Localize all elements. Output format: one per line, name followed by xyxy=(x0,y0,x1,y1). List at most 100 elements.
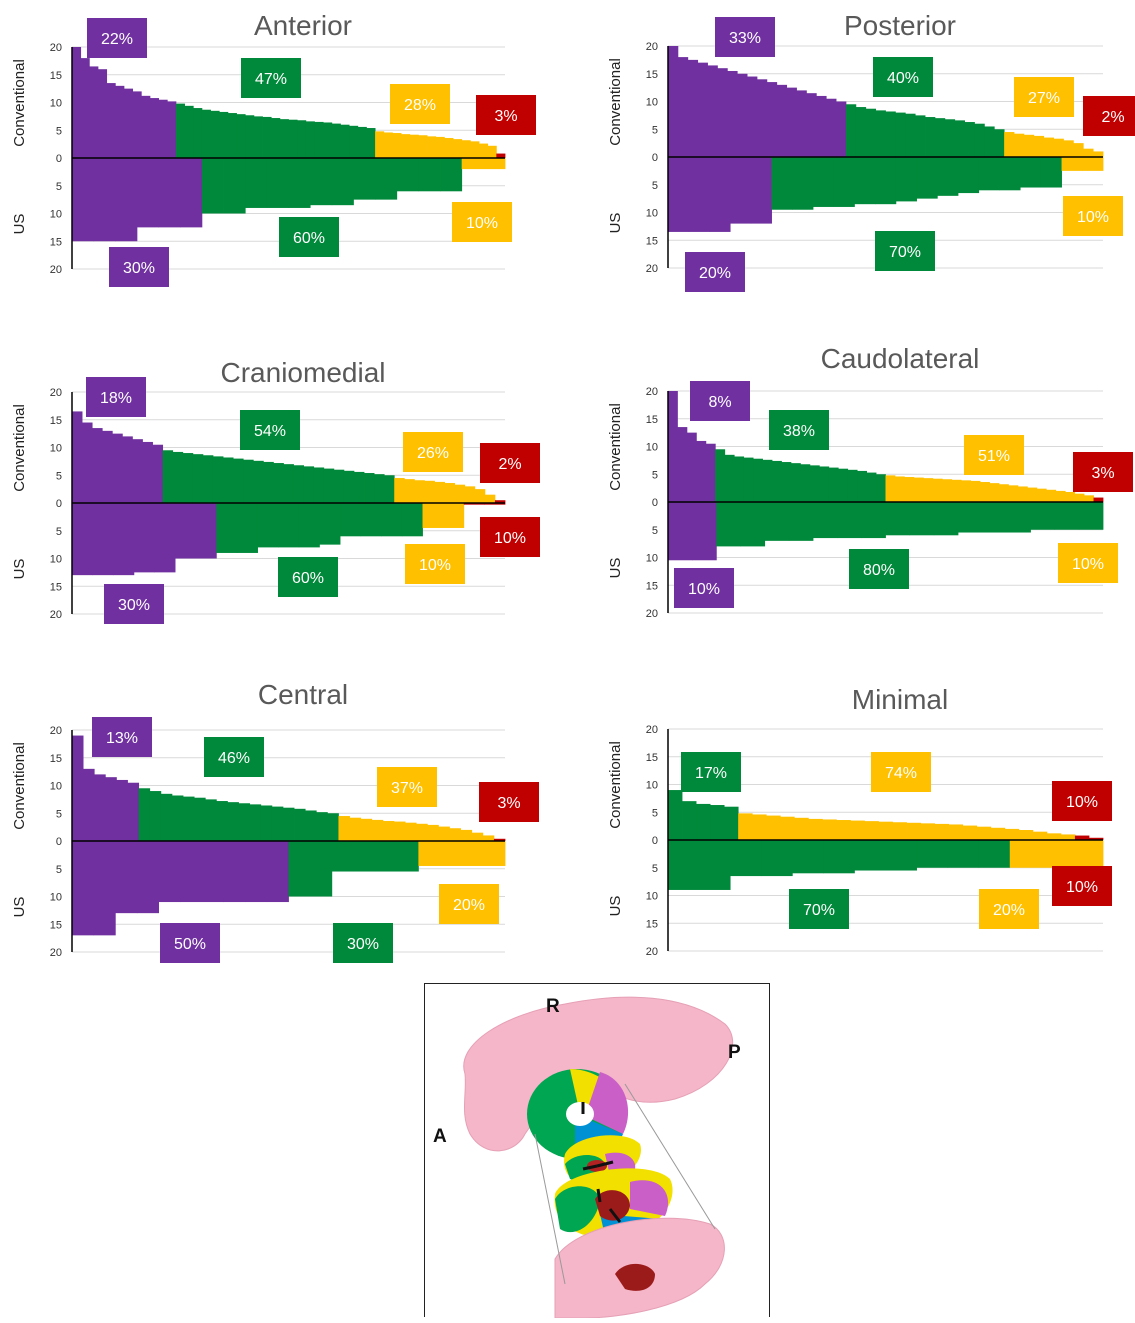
bar-purple xyxy=(686,432,697,502)
bar-green xyxy=(682,801,697,840)
bar-purple xyxy=(266,841,289,903)
bar-green xyxy=(313,467,325,503)
pct-label-conventional-red: 3% xyxy=(497,795,520,812)
pct-label-conventional-yellow: 37% xyxy=(391,780,423,797)
bar-yellow xyxy=(483,158,506,170)
bar-green xyxy=(854,840,886,871)
bar-green xyxy=(266,158,289,208)
bar-yellow xyxy=(453,139,463,158)
pct-label-conventional-yellow: 28% xyxy=(404,97,436,114)
bar-purple xyxy=(133,503,155,573)
bar-green xyxy=(837,502,862,539)
bar-yellow xyxy=(808,818,823,840)
bar-green xyxy=(792,840,824,874)
bar-green xyxy=(162,450,174,503)
y-tick-label: 10 xyxy=(646,553,658,565)
bar-green xyxy=(1054,502,1080,530)
bar-green xyxy=(762,459,773,502)
bar-green xyxy=(319,503,341,545)
bar-purple xyxy=(727,70,738,157)
pct-label-conventional-red: 3% xyxy=(1091,465,1114,482)
bar-yellow xyxy=(1004,828,1020,840)
bar-green xyxy=(905,113,916,157)
bar-green xyxy=(1020,157,1042,188)
y-axis-label-conventional: Conventional xyxy=(11,59,28,147)
bar-yellow xyxy=(1018,830,1034,840)
bar-green xyxy=(184,105,194,158)
bar-purple xyxy=(83,768,95,841)
bar-green xyxy=(245,158,268,208)
y-tick-label: 10 xyxy=(646,780,658,792)
bar-purple xyxy=(113,503,135,576)
bar-yellow xyxy=(1009,840,1042,868)
pct-label-us-purple: 20% xyxy=(699,265,731,282)
bar-green xyxy=(253,116,263,158)
bar-purple xyxy=(750,157,772,224)
bar-yellow xyxy=(1033,135,1045,157)
pct-box-us-yellow xyxy=(979,889,1039,929)
bar-yellow xyxy=(942,479,953,502)
bar-yellow xyxy=(1082,157,1104,171)
y-tick-label: 5 xyxy=(652,863,658,875)
bar-green xyxy=(273,463,284,503)
bar-purple xyxy=(709,157,731,232)
bar-green xyxy=(331,123,341,158)
bar-purple xyxy=(717,68,728,157)
bar-yellow xyxy=(438,826,450,841)
bar-green xyxy=(999,157,1021,191)
bar-purple xyxy=(167,101,177,158)
chart-title: Central xyxy=(258,679,348,710)
bar-purple xyxy=(112,433,123,503)
bar-green xyxy=(734,456,745,502)
bar-yellow xyxy=(989,483,1000,502)
bar-purple xyxy=(707,65,718,157)
vertebra-illustration xyxy=(463,996,734,1319)
bar-purple xyxy=(696,440,707,502)
bar-yellow xyxy=(1032,831,1048,840)
bar-green xyxy=(838,468,849,502)
bar-purple xyxy=(106,83,116,158)
bar-green xyxy=(298,503,320,548)
y-axis-label-conventional: Conventional xyxy=(607,741,624,829)
bar-yellow xyxy=(948,824,964,840)
bar-green xyxy=(753,458,763,502)
bar-green xyxy=(288,119,298,158)
bar-green xyxy=(401,503,423,537)
bar-purple xyxy=(72,411,83,503)
pct-label-conventional-purple: 18% xyxy=(100,390,132,407)
bar-purple xyxy=(223,841,246,903)
bar-purple xyxy=(93,841,116,936)
pct-box-us-purple xyxy=(104,584,164,624)
bar-yellow xyxy=(1061,157,1083,171)
bar-purple xyxy=(122,436,133,503)
y-tick-label: 20 xyxy=(646,724,658,736)
bar-yellow xyxy=(1055,490,1066,502)
bar-green xyxy=(243,459,254,503)
bar-green xyxy=(958,502,983,533)
bar-purple xyxy=(132,439,143,503)
bar-green xyxy=(788,502,814,541)
bar-green xyxy=(253,460,264,503)
pct-label-us-green: 30% xyxy=(347,936,379,953)
bar-green xyxy=(396,841,419,872)
bar-purple xyxy=(105,777,117,841)
y-tick-label: 15 xyxy=(646,918,658,930)
bar-purple xyxy=(668,391,678,502)
bar-green xyxy=(236,114,246,158)
bar-yellow xyxy=(470,141,480,158)
bar-yellow xyxy=(752,814,767,840)
pct-box-us-yellow xyxy=(1063,196,1123,236)
bar-yellow xyxy=(1017,486,1028,502)
bar-purple xyxy=(152,444,164,503)
bar-yellow xyxy=(394,478,405,503)
y-tick-label: 10 xyxy=(50,892,62,904)
bar-purple xyxy=(89,66,99,158)
bar-purple xyxy=(766,82,778,157)
bar-purple xyxy=(687,59,699,157)
bar-purple xyxy=(697,62,708,157)
pct-box-conventional-green xyxy=(240,410,300,450)
label-r: R xyxy=(546,996,560,1017)
bar-yellow xyxy=(1093,151,1104,157)
bar-purple xyxy=(796,90,807,157)
bar-green xyxy=(375,841,398,872)
